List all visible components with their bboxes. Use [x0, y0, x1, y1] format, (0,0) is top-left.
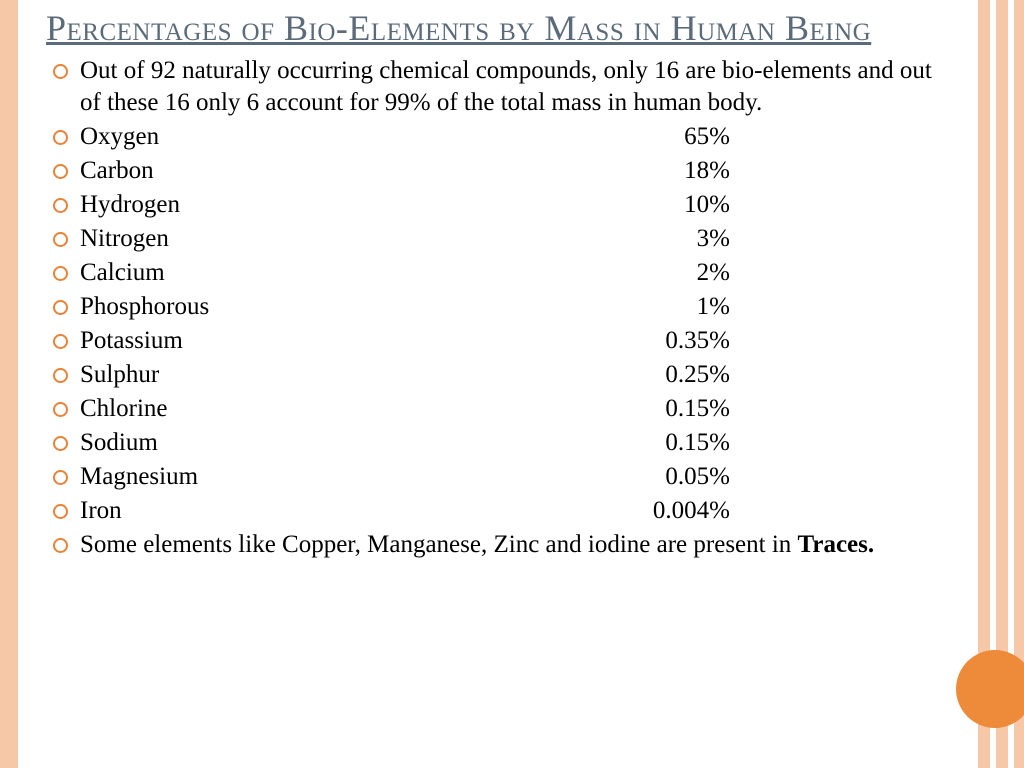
- footer-text: Some elements like Copper, Manganese, Zi…: [50, 529, 958, 561]
- slide-title: Percentages of Bio-Elements by Mass in H…: [46, 8, 958, 49]
- element-pct: 2%: [610, 257, 730, 289]
- element-row: Sulphur0.25%: [50, 359, 958, 391]
- element-pct: 0.004%: [610, 495, 730, 527]
- element-pct: 65%: [610, 121, 730, 153]
- accent-circle-icon: [956, 650, 1024, 728]
- content-list: Out of 92 naturally occurring chemical c…: [46, 55, 958, 561]
- element-row: Potassium0.35%: [50, 325, 958, 357]
- element-row: Magnesium0.05%: [50, 461, 958, 493]
- element-name: Nitrogen: [80, 223, 610, 255]
- intro-text: Out of 92 naturally occurring chemical c…: [50, 55, 958, 119]
- element-pct: 10%: [610, 189, 730, 221]
- element-row: Iron0.004%: [50, 495, 958, 527]
- element-pct: 0.15%: [610, 393, 730, 425]
- element-pct: 18%: [610, 155, 730, 187]
- element-name: Calcium: [80, 257, 610, 289]
- element-name: Carbon: [80, 155, 610, 187]
- element-row: Sodium0.15%: [50, 427, 958, 459]
- element-name: Chlorine: [80, 393, 610, 425]
- element-name: Magnesium: [80, 461, 610, 493]
- element-row: Carbon18%: [50, 155, 958, 187]
- element-pct: 3%: [610, 223, 730, 255]
- slide-body: Percentages of Bio-Elements by Mass in H…: [18, 0, 978, 768]
- element-row: Calcium2%: [50, 257, 958, 289]
- element-name: Sulphur: [80, 359, 610, 391]
- element-row: Oxygen65%: [50, 121, 958, 153]
- element-pct: 0.15%: [610, 427, 730, 459]
- element-name: Oxygen: [80, 121, 610, 153]
- element-name: Phosphorous: [80, 291, 610, 323]
- footer-pre: Some elements like Copper, Manganese, Zi…: [80, 531, 798, 558]
- element-name: Iron: [80, 495, 610, 527]
- element-pct: 1%: [610, 291, 730, 323]
- element-name: Potassium: [80, 325, 610, 357]
- element-pct: 0.25%: [610, 359, 730, 391]
- element-name: Hydrogen: [80, 189, 610, 221]
- element-row: Hydrogen10%: [50, 189, 958, 221]
- footer-bold: Traces.: [798, 531, 875, 558]
- element-name: Sodium: [80, 427, 610, 459]
- element-row: Phosphorous1%: [50, 291, 958, 323]
- element-row: Nitrogen3%: [50, 223, 958, 255]
- element-pct: 0.05%: [610, 461, 730, 493]
- element-row: Chlorine0.15%: [50, 393, 958, 425]
- element-pct: 0.35%: [610, 325, 730, 357]
